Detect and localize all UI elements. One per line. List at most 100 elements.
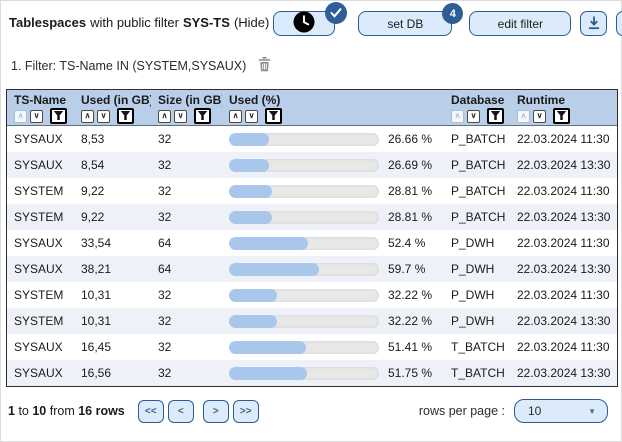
footer-left: 1 to 10 from 16 rows << < > >> bbox=[8, 399, 263, 423]
hide-link[interactable]: (Hide) bbox=[233, 15, 270, 30]
cell-runtime: 22.03.2024 11:30 bbox=[517, 288, 610, 302]
sort-asc-button[interactable]: ∧ bbox=[229, 109, 242, 123]
cell-used-gb: 8,53 bbox=[81, 132, 105, 146]
download-icon bbox=[587, 15, 601, 33]
usage-progress-fill bbox=[229, 158, 269, 172]
cell-database: P_DWH bbox=[451, 236, 495, 250]
rows-per-page-label: rows per page : bbox=[418, 404, 505, 418]
set-db-button[interactable]: set DB 4 bbox=[358, 3, 464, 36]
first-page-button[interactable]: << bbox=[137, 399, 164, 423]
table-body: SYSAUX 8,53 32 26.66 % P_BATCH 22.03.2024 11:… bbox=[7, 126, 617, 386]
usage-progress-fill bbox=[229, 288, 278, 302]
column-label: Database bbox=[451, 93, 505, 107]
sort-desc-button[interactable]: ∨ bbox=[245, 109, 258, 123]
cell-used-gb: 16,45 bbox=[81, 340, 112, 354]
cell-database: P_BATCH bbox=[451, 184, 506, 198]
usage-progress-fill bbox=[229, 210, 273, 224]
usage-pct-label: 51.41 % bbox=[388, 340, 433, 354]
column-filter-button[interactable] bbox=[487, 108, 504, 124]
column-filter-button[interactable] bbox=[553, 108, 570, 124]
cell-runtime: 22.03.2024 13:30 bbox=[517, 366, 611, 380]
sort-desc-button[interactable]: ∨ bbox=[174, 109, 187, 123]
cell-runtime: 22.03.2024 11:30 bbox=[517, 132, 610, 146]
cell-used-gb: 10,31 bbox=[81, 314, 112, 328]
column-label: Runtime bbox=[517, 93, 565, 107]
set-db-count-badge: 4 bbox=[442, 3, 464, 24]
cell-ts-name: SYSAUX bbox=[14, 340, 63, 354]
usage-progress-bar bbox=[229, 236, 379, 250]
usage-progress-fill bbox=[229, 340, 307, 354]
cell-size-gb: 32 bbox=[158, 132, 172, 146]
column-filter-button[interactable] bbox=[50, 108, 67, 124]
table-row: SYSAUX 16,56 32 51.75 % T_BATCH 22.03.2024 13… bbox=[7, 360, 617, 386]
cell-ts-name: SYSTEM bbox=[14, 210, 64, 224]
sort-asc-button[interactable]: ∧ bbox=[451, 109, 464, 123]
cell-runtime: 22.03.2024 11:30 bbox=[517, 340, 610, 354]
usage-progress-bar bbox=[229, 314, 379, 328]
cell-used-pct: 28.81 % bbox=[222, 210, 444, 224]
page-title-main: Tablespaces bbox=[9, 15, 87, 30]
cell-database: P_DWH bbox=[451, 288, 495, 302]
cell-size-gb: 32 bbox=[158, 184, 172, 198]
prev-page-button[interactable]: < bbox=[167, 399, 194, 423]
cell-size-gb: 32 bbox=[158, 366, 172, 380]
column-label: Used (in GB) bbox=[81, 93, 151, 107]
cell-runtime: 22.03.2024 11:30 bbox=[517, 236, 610, 250]
trash-icon bbox=[258, 57, 271, 75]
refresh-button[interactable] bbox=[616, 11, 622, 36]
sort-asc-button[interactable]: ∧ bbox=[14, 109, 27, 123]
sort-desc-button[interactable]: ∨ bbox=[533, 109, 546, 123]
column-header: Used (in GB) ∧ ∨ bbox=[74, 90, 151, 125]
top-bar: Tablespaces with public filter SYS-TS (Hide… bbox=[1, 1, 622, 36]
cell-size-gb: 64 bbox=[158, 262, 172, 276]
rows-summary-part: 16 rows bbox=[74, 404, 125, 418]
sort-asc-button[interactable]: ∧ bbox=[158, 109, 171, 123]
delete-filter-button[interactable] bbox=[258, 57, 271, 75]
download-button[interactable] bbox=[580, 11, 608, 36]
last-page-button[interactable]: >> bbox=[232, 399, 259, 423]
cell-used-gb: 38,21 bbox=[81, 262, 112, 276]
column-header: Database ∧ ∨ bbox=[444, 90, 510, 125]
cell-runtime: 22.03.2024 11:30 bbox=[517, 184, 610, 198]
usage-progress-fill bbox=[229, 262, 319, 276]
table-row: SYSAUX 38,21 64 59.7 % P_DWH 22.03.2024 13:30 bbox=[7, 256, 617, 282]
filter-funnel-icon bbox=[268, 109, 279, 124]
cell-used-pct: 28.81 % bbox=[222, 184, 444, 198]
rows-summary-part: from bbox=[49, 404, 75, 418]
rows-summary: 1 to 10 from 16 rows bbox=[8, 404, 125, 418]
clock-icon bbox=[293, 11, 315, 36]
edit-filter-button[interactable]: edit filter bbox=[469, 11, 572, 36]
usage-progress-fill bbox=[229, 314, 278, 328]
table-row: SYSTEM 10,31 32 32.22 % P_DWH 22.03.2024 13:3… bbox=[7, 308, 617, 334]
time-filter-button[interactable] bbox=[273, 2, 348, 36]
cell-size-gb: 64 bbox=[158, 236, 172, 250]
rows-summary-part: to bbox=[18, 404, 29, 418]
usage-progress-bar bbox=[229, 288, 379, 302]
column-filter-button[interactable] bbox=[194, 108, 211, 124]
active-filter-text: 1. Filter: TS-Name IN (SYSTEM,SYSAUX) bbox=[11, 59, 247, 73]
column-controls: ∧ ∨ bbox=[451, 108, 510, 124]
sort-desc-button[interactable]: ∨ bbox=[467, 109, 480, 123]
column-filter-button[interactable] bbox=[265, 108, 282, 124]
usage-progress-bar bbox=[229, 262, 379, 276]
column-filter-button[interactable] bbox=[117, 108, 134, 124]
rows-per-page: rows per page : 10 ▼ bbox=[419, 399, 608, 423]
rows-per-page-select[interactable]: 10 ▼ bbox=[514, 399, 608, 423]
cell-runtime: 22.03.2024 13:30 bbox=[517, 262, 611, 276]
sort-asc-button[interactable]: ∧ bbox=[81, 109, 94, 123]
sort-desc-button[interactable]: ∨ bbox=[97, 109, 110, 123]
next-page-button[interactable]: > bbox=[202, 399, 229, 423]
column-controls: ∧ ∨ bbox=[158, 108, 222, 124]
column-label: TS-Name bbox=[14, 93, 67, 107]
sort-asc-button[interactable]: ∧ bbox=[517, 109, 530, 123]
filter-funnel-icon bbox=[53, 109, 64, 124]
cell-used-gb: 9,22 bbox=[81, 210, 105, 224]
sort-desc-button[interactable]: ∨ bbox=[30, 109, 43, 123]
cell-database: P_DWH bbox=[451, 262, 495, 276]
usage-pct-label: 52.4 % bbox=[388, 236, 426, 250]
usage-pct-label: 59.7 % bbox=[388, 262, 426, 276]
cell-used-pct: 26.66 % bbox=[222, 132, 444, 146]
cell-used-pct: 52.4 % bbox=[222, 236, 444, 250]
table-row: SYSAUX 16,45 32 51.41 % T_BATCH 22.03.2024 11… bbox=[7, 334, 617, 360]
cell-database: T_BATCH bbox=[451, 340, 505, 354]
